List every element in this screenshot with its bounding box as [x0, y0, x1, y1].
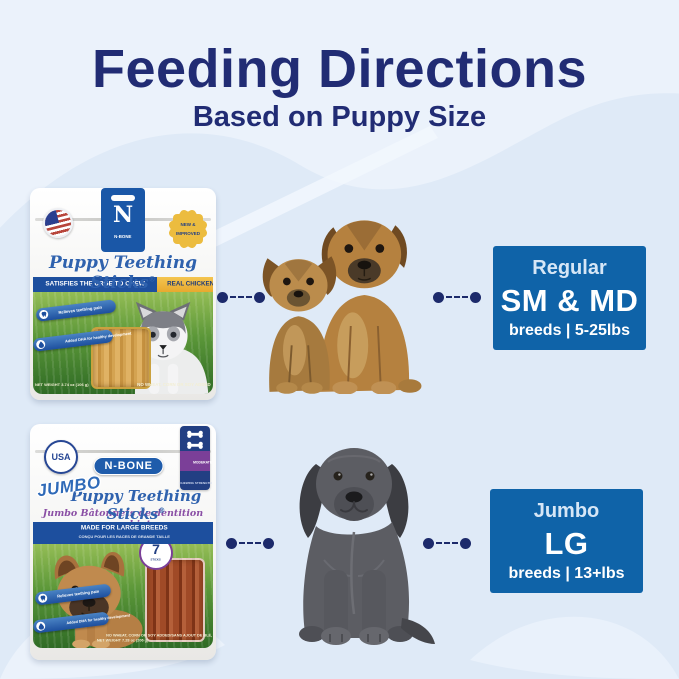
stick-count: 7	[152, 544, 160, 557]
brand-hang-tab: N N-BONE	[101, 188, 145, 252]
size-box-weight: breeds | 5-25lbs	[509, 321, 630, 339]
banner-large-breeds: MADE FOR LARGE BREEDS CONÇU POUR LES RAC…	[33, 522, 213, 544]
connector-dot	[217, 291, 228, 303]
package-seal	[35, 450, 211, 453]
chew-strength-badge: MODERATE CHEWING STRENGTH	[179, 426, 212, 490]
connector-dot	[433, 291, 444, 303]
package-photo-area: Relieves teething pain Added DHA for hea…	[33, 544, 213, 648]
chew-label: CHEWING STRENGTH	[178, 481, 212, 485]
connector-dot	[460, 537, 471, 549]
stick-count-badge: 7 STICKS	[139, 544, 173, 570]
package-photo-area: Relieves teething pain Added DHA for hea…	[33, 292, 213, 394]
hang-slot	[111, 195, 135, 201]
size-box-category: Jumbo	[533, 499, 600, 522]
callout-dha: Added DHA for healthy development	[33, 611, 130, 634]
connector-dot	[263, 537, 274, 549]
connector-dash	[239, 542, 261, 544]
usa-badge: USA	[44, 440, 78, 474]
connector-dots	[433, 291, 481, 303]
page-title: Feeding Directions	[91, 39, 588, 99]
product-title: Puppy Teething Sticks®	[49, 253, 197, 293]
no-wheat-claim: NO WHEAT, CORN OR SOY ADDED	[137, 382, 211, 387]
banner-urge-to-chew: SATISFIES THE URGE TO CHEW	[33, 277, 158, 292]
callout-teething: Relieves teething pain	[35, 299, 117, 322]
size-box-jumbo: Jumbo LG breeds | 13+lbs	[490, 489, 643, 593]
connector-dash	[446, 296, 468, 298]
connector-dash	[230, 296, 252, 298]
callout-dha: Added DHA for healthy development	[33, 329, 132, 352]
registered-mark: ®	[158, 506, 166, 515]
starburst-line1: NEW &	[180, 221, 196, 227]
banner-row: MADE FOR LARGE BREEDS CONÇU POUR LES RAC…	[33, 522, 213, 544]
size-box-weight: breeds | 13+lbs	[508, 564, 625, 582]
tooth-icon	[38, 309, 49, 320]
husky-puppy-illustration	[134, 301, 209, 394]
callout-teething: Relieves teething pain	[34, 583, 112, 606]
sticks-window	[145, 558, 205, 642]
brand-logo: N-BONE	[93, 457, 164, 475]
connector-dot	[423, 537, 434, 549]
package-bottom-text: NO WHEAT, CORN OR SOY ADDED/SANS AJOUT D…	[33, 631, 213, 645]
callout-text: Relieves teething pain	[58, 304, 103, 315]
banner-chicken-recipe: REAL CHICKEN RECIPE	[157, 277, 213, 292]
tooth-icon	[37, 593, 48, 604]
banner-row: SATISFIES THE URGE TO CHEW REAL CHICKEN …	[33, 277, 213, 292]
connector-dots	[217, 291, 265, 303]
bone-icon	[187, 430, 203, 438]
starburst-line2: IMPROVED	[176, 230, 201, 236]
product-package-regular: N N-BONE NEW & IMPROVED Puppy Teething S…	[30, 188, 216, 400]
size-box-category: Regular	[532, 256, 607, 279]
size-box-sizes: LG	[544, 525, 589, 561]
droplet-icon	[35, 339, 46, 350]
usa-flag-icon	[39, 204, 77, 242]
net-weight-text: NET WEIGHT 3.74 oz (106 g)	[35, 382, 89, 387]
product-package-jumbo: USA MODERATE CHEWING STRENGTH N-BONE JUM…	[30, 424, 216, 660]
connector-dots	[226, 537, 274, 549]
small-medium-puppies-photo	[262, 220, 422, 394]
size-box-regular: Regular SM & MD breeds | 5-25lbs	[493, 246, 646, 350]
connector-dot	[470, 291, 481, 303]
connector-dots	[423, 537, 471, 549]
connector-dash	[436, 542, 458, 544]
page-subtitle: Based on Puppy Size	[192, 101, 487, 133]
net-weight-text: NET WEIGHT 7.28 oz (206 g)	[97, 638, 149, 643]
new-improved-starburst: NEW & IMPROVED	[167, 208, 209, 250]
size-box-sizes: SM & MD	[500, 282, 639, 318]
stick-count-label: STICKS	[150, 558, 162, 562]
connector-dot	[254, 291, 265, 303]
registered-mark: ®	[148, 274, 156, 284]
droplet-icon	[35, 621, 46, 632]
no-wheat-claim: NO WHEAT, CORN OR SOY ADDED/SANS AJOUT D…	[106, 633, 213, 638]
chew-level: MODERATE	[180, 451, 212, 472]
brand-name: N-BONE	[114, 234, 132, 239]
brand-logo-letter: N	[112, 202, 134, 228]
product-title: Puppy Teething Sticks®	[70, 487, 202, 523]
connector-dot	[226, 537, 237, 549]
callout-text: Relieves teething pain	[56, 589, 100, 599]
bone-icon	[187, 441, 203, 449]
great-dane-puppy-photo	[299, 448, 435, 645]
